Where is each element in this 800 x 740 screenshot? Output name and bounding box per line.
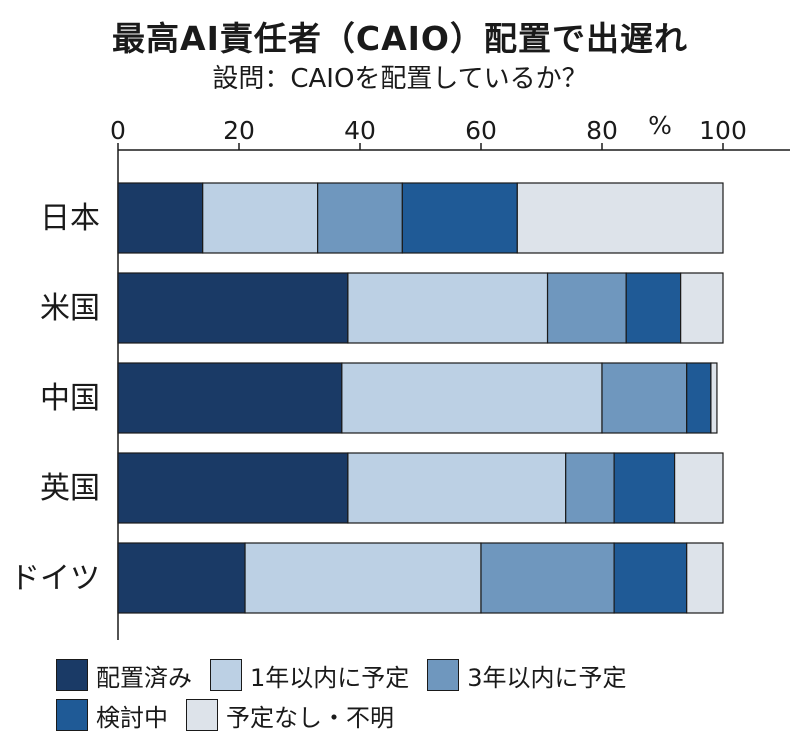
category-label: 米国: [40, 291, 100, 326]
bar-segment: [546, 272, 627, 344]
legend-swatch: [186, 699, 218, 731]
bar-segment: [565, 452, 615, 524]
legend-swatch: [56, 659, 88, 691]
category-label: 中国: [40, 381, 100, 416]
category-label: ドイツ: [10, 561, 100, 596]
legend: 配置済み 1年以内に予定 3年以内に予定 検討中 予定なし・不明: [56, 655, 786, 735]
legend-item: 検討中: [56, 698, 168, 733]
legend-item: 予定なし・不明: [186, 698, 394, 733]
bar-segment: [117, 182, 204, 254]
category-label: 日本: [40, 201, 100, 236]
unit-label: %: [648, 111, 672, 140]
category-label: 英国: [40, 471, 100, 506]
x-tick-label: 0: [110, 116, 126, 145]
bar-segment: [347, 452, 567, 524]
legend-item: 配置済み: [56, 658, 192, 693]
legend-swatch: [427, 659, 460, 691]
bar-segment: [613, 542, 688, 614]
legend-label: 検討中: [96, 703, 168, 732]
bar-segment: [480, 542, 615, 614]
x-tick-label: 20: [223, 116, 255, 145]
bar-segment: [686, 362, 712, 434]
bar-segment: [317, 182, 403, 254]
legend-label: 3年以内に予定: [467, 663, 627, 692]
bar-segment: [710, 362, 718, 434]
bar-segment: [202, 182, 319, 254]
x-tick-label: 60: [465, 116, 497, 145]
legend-swatch: [56, 699, 88, 731]
bar-segment: [601, 362, 688, 434]
x-tick-label: 40: [344, 116, 376, 145]
x-tick-label: 80: [586, 116, 618, 145]
bar-segment: [117, 272, 349, 344]
chart-title: 最高AI責任者（CAIO）配置で出遅れ: [112, 19, 688, 58]
chart-subtitle: 設問：CAIOを配置しているか？: [212, 64, 588, 94]
legend-label: 配置済み: [96, 663, 192, 692]
bar-segment: [516, 182, 724, 254]
legend-row: 配置済み 1年以内に予定 3年以内に予定: [56, 655, 786, 695]
bar-segment: [117, 542, 246, 614]
bar-segment: [613, 452, 676, 524]
bar-segment: [347, 272, 549, 344]
legend-label: 1年以内に予定: [250, 663, 410, 692]
x-tick-label: 100: [699, 116, 747, 145]
bar-segment: [673, 452, 724, 524]
legend-swatch: [210, 659, 242, 691]
bar-segment: [117, 452, 349, 524]
bar-segment: [686, 542, 724, 614]
bar-segment: [680, 272, 724, 344]
bar-segment: [401, 182, 518, 254]
bar-segment: [341, 362, 603, 434]
legend-row: 検討中 予定なし・不明: [56, 695, 786, 735]
bar-segment: [117, 362, 343, 434]
legend-label: 予定なし・不明: [226, 703, 394, 732]
legend-item: 1年以内に予定: [210, 658, 409, 693]
bar-segment: [625, 272, 682, 344]
legend-item: 3年以内に予定: [427, 658, 627, 693]
bar-segment: [244, 542, 482, 614]
